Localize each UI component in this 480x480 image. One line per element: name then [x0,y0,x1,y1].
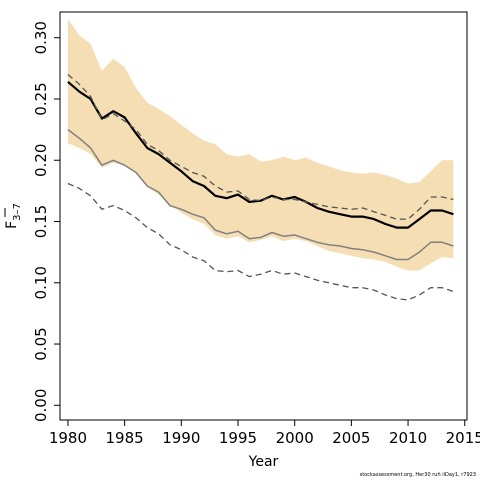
series-layer [67,74,454,301]
series-line-4 [67,182,454,301]
series-line-3 [67,129,454,261]
y-axis: 0.00 0.05 0.10 0.15 0.20 0.25 0.30 [32,21,60,422]
y-axis-title-sub: 3–7 [12,203,23,221]
y-tick-label: 0.20 [32,144,50,177]
x-tick-label: 1995 [219,429,257,447]
y-tick-label: 0.25 [32,82,50,115]
y-tick-label: 0.15 [32,205,50,238]
y-tick-label: 0.05 [32,327,50,360]
confidence-band-layer [67,19,454,271]
footer-note: stockassessment.org, Her30 run̈ iiDay1, … [359,472,476,478]
x-tick-label: 2010 [389,429,427,447]
x-axis: 1980 1985 1990 1995 2000 2005 2010 2015 [49,420,480,447]
x-tick-label: 2005 [332,429,370,447]
x-tick-label: 1990 [162,429,200,447]
y-axis-title-main: F [4,221,20,229]
x-axis-title: Year [248,454,279,470]
confidence-band [67,19,454,271]
y-tick-label: 0.30 [32,21,50,54]
x-tick-label: 2015 [446,429,480,447]
series-line-1 [67,80,454,229]
x-tick-label: 2000 [276,429,314,447]
y-axis-title: F3–7 [4,203,23,229]
y-tick-label: 0.10 [32,266,50,299]
svg-text:F3–7: F3–7 [4,203,23,229]
y-tick-label: 0.00 [32,389,50,422]
series-line-2 [67,74,454,220]
plot-frame [59,11,468,421]
x-tick-label: 1985 [106,429,144,447]
x-tick-label: 1980 [49,429,87,447]
